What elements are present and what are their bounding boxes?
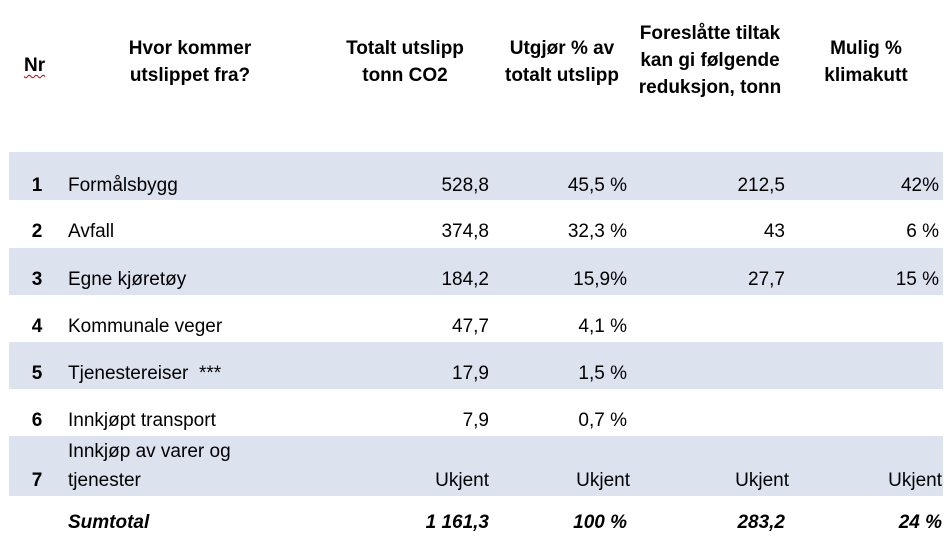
header-reduction: Foreslåtte tiltak kan gi følgende reduks… bbox=[638, 23, 782, 98]
row-7-source-line1: Innkjøp av varer og bbox=[68, 441, 231, 462]
row-3-source: Egne kjøretøy bbox=[68, 269, 187, 290]
row-band-1 bbox=[9, 152, 943, 200]
row-7-climate-cut: Ukjent bbox=[888, 470, 942, 491]
row-1-source: Formålsbygg bbox=[68, 175, 178, 196]
row-7-nr: 7 bbox=[31, 470, 43, 491]
row-band-5 bbox=[9, 342, 943, 389]
row-1-nr: 1 bbox=[31, 175, 43, 196]
row-3-percent: 15,9% bbox=[573, 269, 627, 290]
row-1-reduction: 212,5 bbox=[737, 175, 785, 196]
row-6-source: Innkjøpt transport bbox=[68, 410, 216, 431]
row-4-nr: 4 bbox=[31, 316, 43, 337]
row-4-source: Kommunale veger bbox=[68, 316, 223, 337]
row-2-percent: 32,3 % bbox=[567, 221, 627, 242]
sum-climate-cut: 24 % bbox=[898, 512, 942, 533]
row-6-nr: 6 bbox=[31, 410, 43, 431]
row-3-total: 184,2 bbox=[441, 269, 489, 290]
row-5-source: Tjenestereiser *** bbox=[68, 363, 222, 384]
sum-total: 1 161,3 bbox=[425, 512, 489, 533]
row-5-total: 17,9 bbox=[452, 363, 489, 384]
sum-reduction: 283,2 bbox=[737, 512, 785, 533]
row-band-3 bbox=[9, 248, 943, 295]
sum-percent: 100 % bbox=[573, 512, 627, 533]
row-3-climate-cut: 15 % bbox=[895, 269, 939, 290]
row-3-reduction: 27,7 bbox=[748, 269, 785, 290]
header-total: Totalt utslipp tonn CO2 bbox=[346, 38, 464, 86]
row-6-total: 7,9 bbox=[462, 410, 489, 431]
sum-label: Sumtotal bbox=[68, 512, 150, 533]
row-4-percent: 4,1 % bbox=[578, 316, 627, 337]
row-7-percent: Ukjent bbox=[576, 470, 630, 491]
row-7-reduction: Ukjent bbox=[735, 470, 789, 491]
row-2-climate-cut: 6 % bbox=[906, 221, 939, 242]
row-5-nr: 5 bbox=[31, 363, 43, 384]
header-source: Hvor kommer utslippet fra? bbox=[128, 38, 252, 86]
row-1-climate-cut: 42% bbox=[900, 175, 939, 196]
row-band-7 bbox=[9, 436, 943, 496]
row-2-nr: 2 bbox=[31, 221, 43, 242]
row-1-percent: 45,5 % bbox=[567, 175, 627, 196]
row-1-total: 528,8 bbox=[441, 175, 489, 196]
row-3-nr: 3 bbox=[31, 269, 43, 290]
row-2-total: 374,8 bbox=[441, 221, 489, 242]
row-7-source-line2: tjenester bbox=[68, 470, 141, 491]
row-5-percent: 1,5 % bbox=[578, 363, 627, 384]
row-2-reduction: 43 bbox=[763, 221, 785, 242]
row-2-source: Avfall bbox=[68, 221, 115, 242]
row-7-total: Ukjent bbox=[435, 470, 489, 491]
header-nr: Nr bbox=[24, 55, 46, 76]
row-6-percent: 0,7 % bbox=[578, 410, 627, 431]
header-percent: Utgjør % av totalt utslipp bbox=[505, 38, 619, 86]
row-4-total: 47,7 bbox=[452, 316, 489, 337]
header-climate-cut: Mulig % klimakutt bbox=[824, 38, 908, 86]
